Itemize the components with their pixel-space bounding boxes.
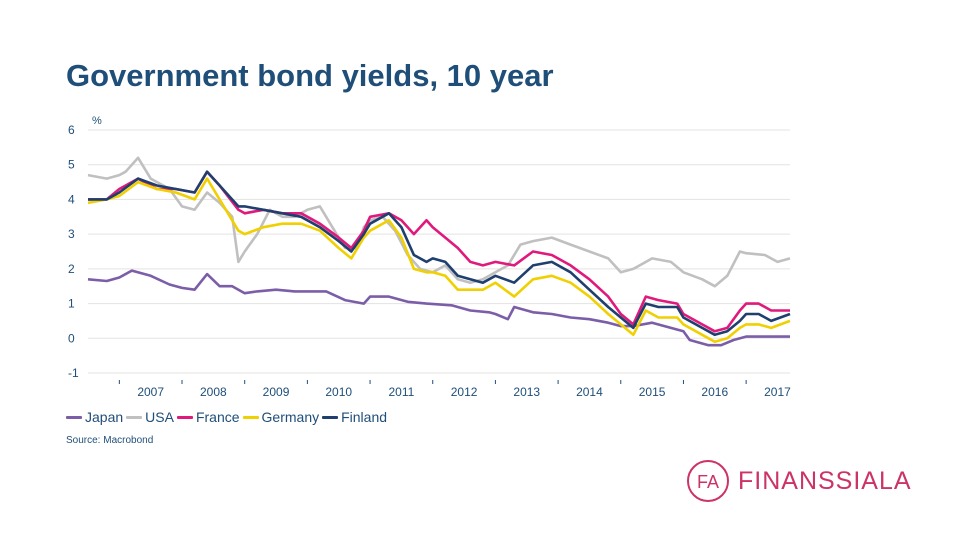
logo-mark-icon: FA bbox=[687, 460, 729, 502]
y-axis: 6 5 4 3 2 1 0 -1 bbox=[68, 123, 79, 380]
finanssiala-logo: FA FINANSSIALA bbox=[686, 459, 912, 503]
y-tick-label: -1 bbox=[68, 366, 79, 380]
legend-swatch bbox=[176, 415, 193, 419]
x-tick-label: 2016 bbox=[701, 385, 728, 399]
y-tick-label: 6 bbox=[68, 123, 75, 137]
y-tick-label: 2 bbox=[68, 262, 75, 276]
x-tick-label: 2013 bbox=[513, 385, 540, 399]
y-tick-label: 4 bbox=[68, 192, 75, 206]
legend-swatch bbox=[126, 415, 143, 419]
legend-label: France bbox=[195, 409, 240, 425]
series-line-france bbox=[88, 170, 790, 333]
y-unit-label: % bbox=[92, 115, 102, 127]
legend-label: Germany bbox=[261, 409, 320, 425]
series-line-finland bbox=[88, 170, 791, 337]
svg-text:FA: FA bbox=[697, 472, 719, 492]
chart-legend: Japan USA France Germany Finland bbox=[66, 409, 390, 425]
x-tick-label: 2012 bbox=[451, 385, 478, 399]
source-note: Source: Macrobond bbox=[66, 435, 154, 446]
x-tick-label: 2008 bbox=[200, 385, 227, 399]
legend-label: USA bbox=[145, 409, 174, 425]
chart-series bbox=[87, 156, 791, 347]
series-line-germany bbox=[87, 177, 791, 344]
y-tick-label: 1 bbox=[68, 297, 75, 311]
logo-text: FINANSSIALA bbox=[738, 466, 912, 495]
legend-item-germany: Germany bbox=[242, 409, 320, 425]
x-tick-label: 2014 bbox=[576, 385, 603, 399]
x-axis: 2007 2008 2009 2010 2011 2012 2013 2014 2015 2016… bbox=[118, 380, 791, 399]
legend-label: Japan bbox=[85, 409, 124, 425]
legend-item-usa: USA bbox=[126, 409, 174, 425]
y-tick-label: 0 bbox=[68, 331, 75, 345]
series-line-usa bbox=[87, 156, 791, 288]
x-tick-label: 2010 bbox=[325, 385, 352, 399]
slide-title: Government bond yields, 10 year bbox=[66, 58, 554, 93]
x-tick-label: 2015 bbox=[639, 385, 666, 399]
x-tick-label: 2007 bbox=[137, 385, 164, 399]
series-line-japan bbox=[87, 269, 790, 347]
x-tick-label: 2009 bbox=[263, 385, 290, 399]
legend-swatch bbox=[322, 415, 339, 419]
legend-swatch bbox=[66, 415, 82, 419]
y-tick-label: 3 bbox=[68, 227, 75, 241]
x-tick-label: 2017 bbox=[764, 385, 791, 399]
legend-swatch bbox=[242, 415, 259, 419]
y-tick-label: 5 bbox=[68, 158, 75, 172]
chart-grid bbox=[88, 129, 790, 374]
legend-item-japan: Japan bbox=[66, 409, 123, 425]
legend-item-finland: Finland bbox=[322, 409, 387, 425]
legend-label: Finland bbox=[341, 409, 388, 425]
x-tick-label: 2011 bbox=[388, 385, 414, 399]
legend-item-france: France bbox=[176, 409, 240, 425]
